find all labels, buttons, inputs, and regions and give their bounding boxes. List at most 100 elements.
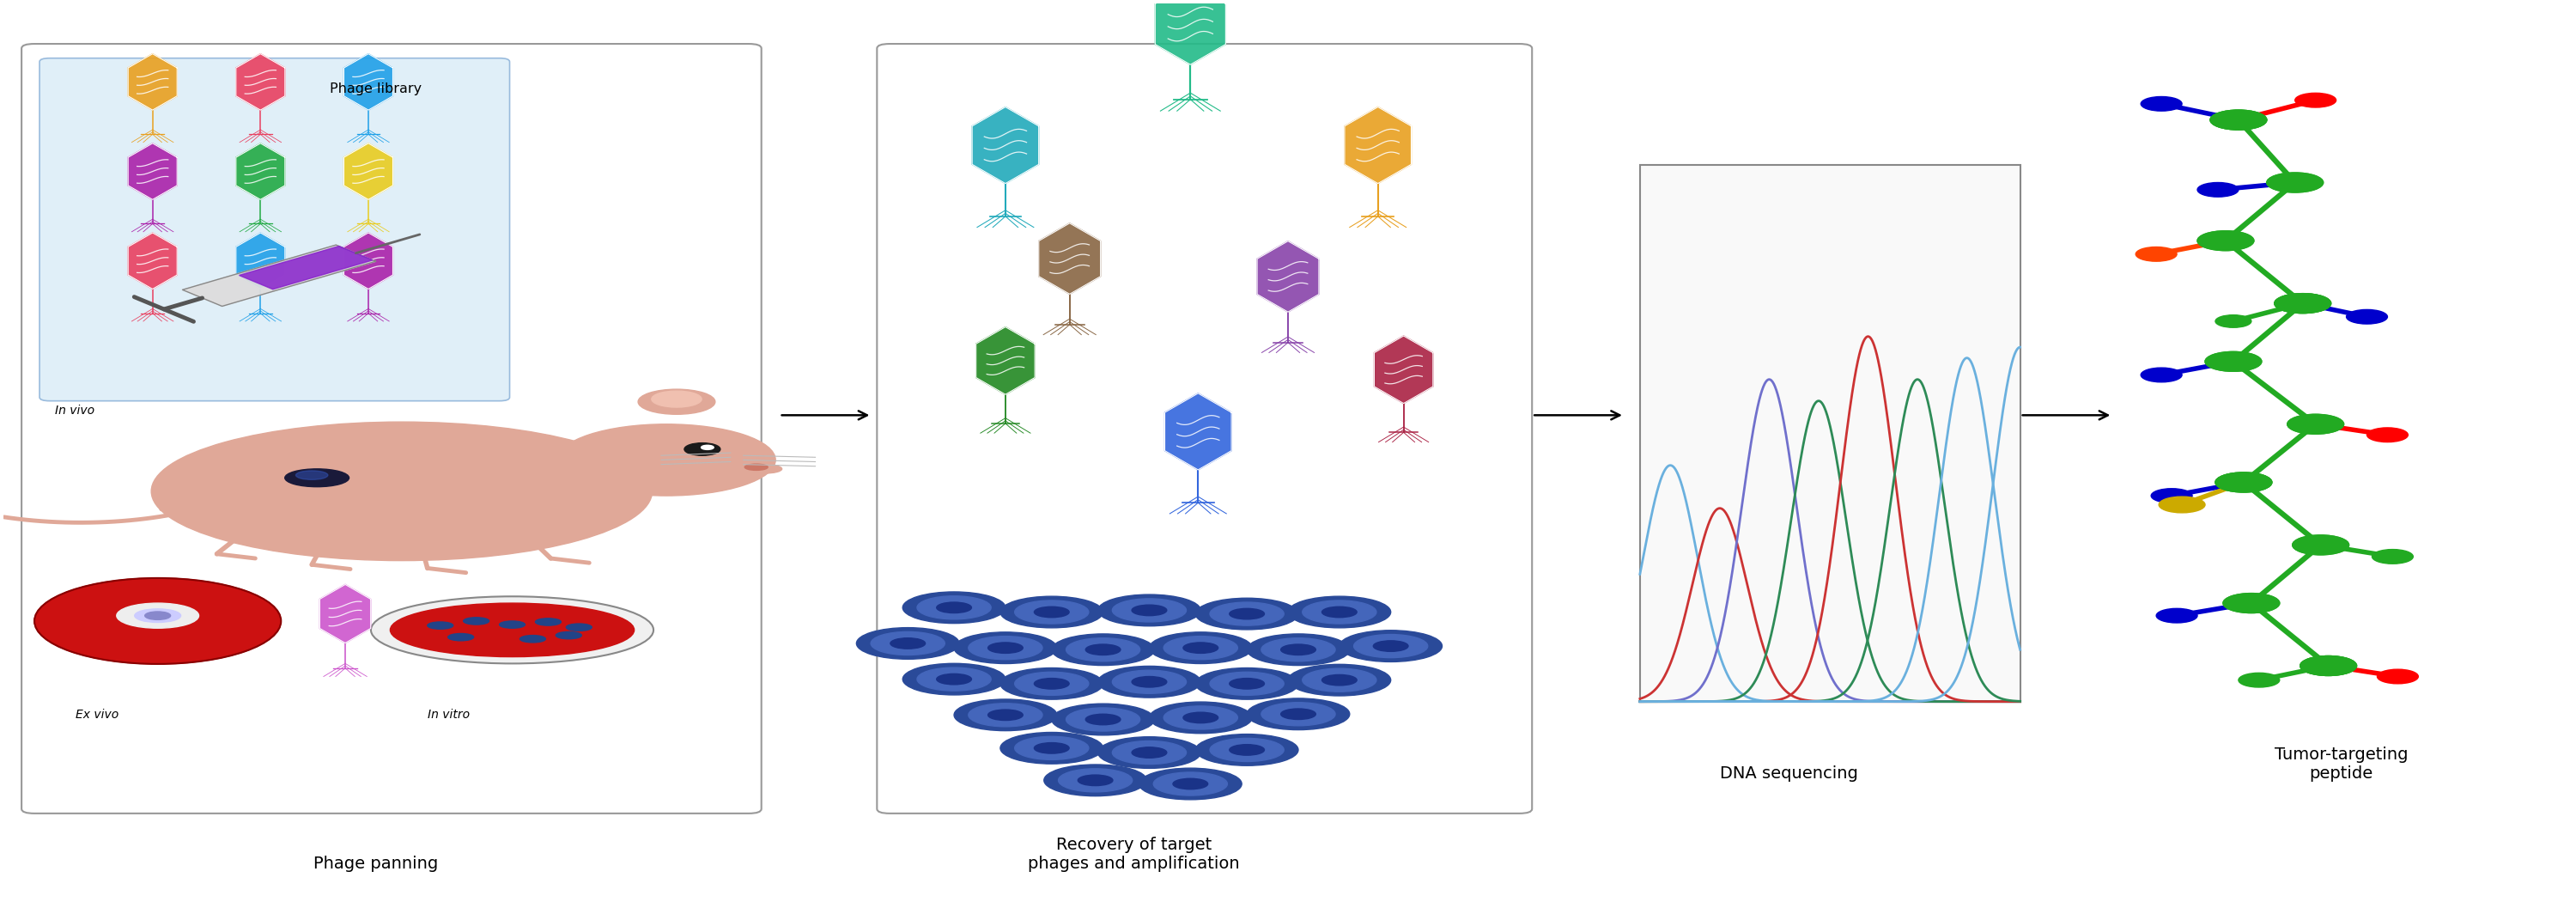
Ellipse shape	[1340, 630, 1443, 662]
Circle shape	[2275, 293, 2331, 313]
FancyBboxPatch shape	[21, 44, 762, 814]
Ellipse shape	[969, 704, 1043, 727]
Text: Tumor-targeting
peptide: Tumor-targeting peptide	[2275, 747, 2409, 782]
Ellipse shape	[871, 631, 945, 655]
Ellipse shape	[1303, 668, 1376, 692]
Ellipse shape	[1321, 675, 1358, 686]
Ellipse shape	[1084, 714, 1121, 725]
Ellipse shape	[1066, 638, 1141, 661]
Circle shape	[2239, 673, 2280, 687]
Ellipse shape	[938, 603, 971, 613]
Ellipse shape	[536, 619, 562, 625]
Circle shape	[2223, 594, 2280, 613]
Ellipse shape	[1097, 666, 1200, 697]
Ellipse shape	[1084, 644, 1121, 655]
Ellipse shape	[989, 642, 1023, 653]
Ellipse shape	[989, 710, 1023, 721]
Text: DNA sequencing: DNA sequencing	[1721, 766, 1857, 782]
Polygon shape	[183, 245, 376, 307]
Circle shape	[2210, 110, 2267, 130]
Ellipse shape	[500, 621, 526, 628]
Ellipse shape	[1015, 736, 1090, 759]
Polygon shape	[240, 246, 374, 290]
FancyBboxPatch shape	[876, 44, 1533, 814]
Circle shape	[2300, 656, 2357, 676]
Ellipse shape	[1149, 632, 1252, 664]
Circle shape	[2347, 309, 2388, 324]
Circle shape	[2367, 428, 2409, 442]
Ellipse shape	[556, 631, 582, 639]
Ellipse shape	[639, 390, 716, 414]
Circle shape	[701, 446, 714, 449]
Ellipse shape	[1149, 702, 1252, 733]
Ellipse shape	[464, 618, 489, 624]
Circle shape	[2287, 414, 2344, 434]
Ellipse shape	[1247, 698, 1350, 730]
Ellipse shape	[1247, 634, 1350, 666]
Circle shape	[2215, 473, 2272, 492]
Circle shape	[2156, 609, 2197, 622]
Ellipse shape	[567, 623, 592, 630]
Ellipse shape	[1211, 603, 1283, 625]
Circle shape	[2159, 497, 2205, 512]
Ellipse shape	[520, 635, 546, 642]
Polygon shape	[976, 327, 1036, 394]
Ellipse shape	[1262, 638, 1334, 661]
Circle shape	[2293, 535, 2349, 555]
Ellipse shape	[938, 674, 971, 685]
Circle shape	[2141, 368, 2182, 382]
Circle shape	[2223, 594, 2280, 613]
Polygon shape	[1257, 241, 1319, 312]
Ellipse shape	[1051, 634, 1154, 666]
Polygon shape	[1154, 0, 1226, 65]
Circle shape	[2275, 293, 2331, 313]
Ellipse shape	[917, 667, 992, 691]
Polygon shape	[237, 54, 286, 110]
Ellipse shape	[1303, 601, 1376, 623]
Circle shape	[2372, 549, 2414, 564]
Circle shape	[2141, 97, 2182, 111]
Ellipse shape	[1172, 778, 1208, 789]
Ellipse shape	[953, 699, 1056, 731]
Ellipse shape	[1288, 665, 1391, 695]
Ellipse shape	[1043, 765, 1146, 796]
Ellipse shape	[1164, 706, 1236, 730]
Circle shape	[2293, 535, 2349, 555]
Ellipse shape	[902, 592, 1005, 623]
Ellipse shape	[1182, 642, 1218, 653]
Ellipse shape	[999, 596, 1103, 628]
Polygon shape	[343, 233, 392, 289]
Circle shape	[2295, 93, 2336, 107]
Circle shape	[2197, 231, 2254, 251]
Polygon shape	[129, 143, 178, 199]
Ellipse shape	[1097, 737, 1200, 769]
Ellipse shape	[1113, 599, 1188, 621]
Ellipse shape	[556, 424, 775, 496]
Ellipse shape	[1321, 607, 1358, 618]
Ellipse shape	[1015, 672, 1090, 695]
Circle shape	[2267, 172, 2324, 192]
Ellipse shape	[389, 603, 634, 657]
Circle shape	[2300, 656, 2357, 676]
Ellipse shape	[652, 391, 701, 407]
Ellipse shape	[1280, 644, 1316, 655]
Ellipse shape	[1033, 678, 1069, 689]
Text: In vivo: In vivo	[54, 405, 95, 417]
Ellipse shape	[1113, 741, 1188, 764]
Circle shape	[2215, 473, 2272, 492]
Ellipse shape	[969, 636, 1043, 659]
Ellipse shape	[1262, 703, 1334, 726]
Ellipse shape	[1131, 747, 1167, 758]
Text: Phage library: Phage library	[330, 82, 422, 95]
Polygon shape	[343, 54, 392, 110]
Ellipse shape	[1015, 601, 1090, 623]
Ellipse shape	[999, 732, 1103, 764]
Text: Recovery of target
phages and amplification: Recovery of target phages and amplificat…	[1028, 836, 1239, 871]
Ellipse shape	[286, 469, 350, 487]
Circle shape	[2136, 247, 2177, 262]
Ellipse shape	[1131, 676, 1167, 687]
Text: In vitro: In vitro	[428, 709, 469, 721]
Ellipse shape	[1033, 742, 1069, 753]
Ellipse shape	[1195, 598, 1298, 630]
Circle shape	[685, 443, 721, 456]
